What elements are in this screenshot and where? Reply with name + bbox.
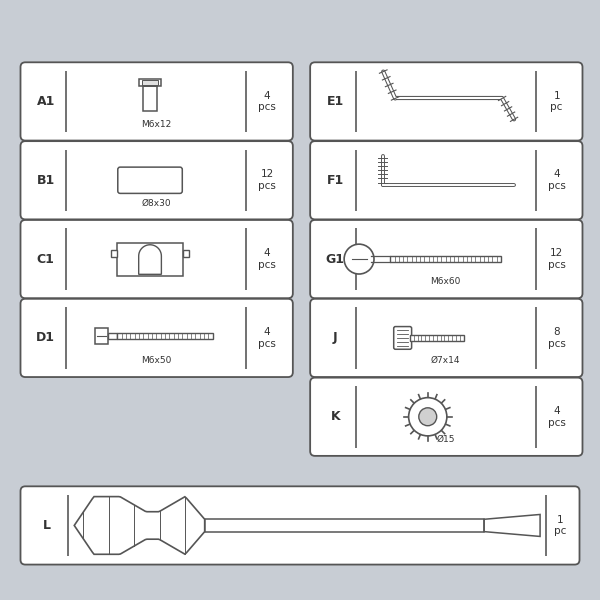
Polygon shape	[111, 250, 117, 257]
Polygon shape	[108, 333, 117, 340]
Text: 12
pcs: 12 pcs	[258, 169, 276, 191]
FancyBboxPatch shape	[310, 141, 583, 220]
FancyBboxPatch shape	[20, 220, 293, 298]
Text: Ø8x30: Ø8x30	[141, 199, 171, 208]
Text: C1: C1	[37, 253, 55, 266]
Text: D1: D1	[36, 331, 55, 344]
Text: K: K	[331, 410, 340, 423]
FancyBboxPatch shape	[20, 487, 580, 565]
Polygon shape	[143, 86, 157, 111]
Polygon shape	[117, 242, 183, 275]
FancyBboxPatch shape	[394, 326, 412, 349]
Text: G1: G1	[326, 253, 345, 266]
Circle shape	[409, 398, 447, 436]
FancyBboxPatch shape	[20, 299, 293, 377]
Text: 4
pcs: 4 pcs	[258, 248, 276, 270]
Polygon shape	[142, 80, 158, 85]
Text: 12
pcs: 12 pcs	[548, 248, 566, 270]
Polygon shape	[74, 497, 205, 554]
Text: 4
pcs: 4 pcs	[258, 327, 276, 349]
Text: F1: F1	[326, 174, 344, 187]
Text: 4
pcs: 4 pcs	[548, 169, 566, 191]
Text: 4
pcs: 4 pcs	[548, 406, 566, 428]
Text: E1: E1	[326, 95, 344, 108]
Polygon shape	[139, 245, 161, 274]
Polygon shape	[484, 514, 540, 536]
Text: L: L	[43, 519, 51, 532]
Polygon shape	[205, 519, 484, 532]
Text: A1: A1	[37, 95, 55, 108]
Polygon shape	[95, 328, 108, 344]
Circle shape	[405, 394, 451, 439]
Text: 8
pcs: 8 pcs	[548, 327, 566, 349]
Text: M6x60: M6x60	[430, 277, 461, 286]
FancyBboxPatch shape	[310, 377, 583, 456]
Text: M6x50: M6x50	[141, 356, 171, 365]
FancyBboxPatch shape	[310, 220, 583, 298]
Polygon shape	[183, 250, 189, 257]
Text: Ø15: Ø15	[436, 435, 455, 444]
Text: M6x12: M6x12	[141, 119, 171, 128]
Text: 1
pc: 1 pc	[550, 91, 563, 112]
FancyBboxPatch shape	[20, 141, 293, 220]
FancyBboxPatch shape	[118, 167, 182, 193]
Polygon shape	[139, 79, 161, 86]
Text: 4
pcs: 4 pcs	[258, 91, 276, 112]
FancyBboxPatch shape	[20, 62, 293, 140]
Text: B1: B1	[37, 174, 55, 187]
Polygon shape	[117, 333, 213, 340]
Circle shape	[419, 408, 437, 426]
Polygon shape	[410, 335, 464, 341]
FancyBboxPatch shape	[310, 299, 583, 377]
Text: Ø7x14: Ø7x14	[431, 356, 460, 365]
Text: 1
pc: 1 pc	[554, 515, 566, 536]
FancyBboxPatch shape	[310, 62, 583, 140]
Polygon shape	[391, 256, 501, 262]
Circle shape	[344, 244, 374, 274]
Text: J: J	[333, 331, 338, 344]
